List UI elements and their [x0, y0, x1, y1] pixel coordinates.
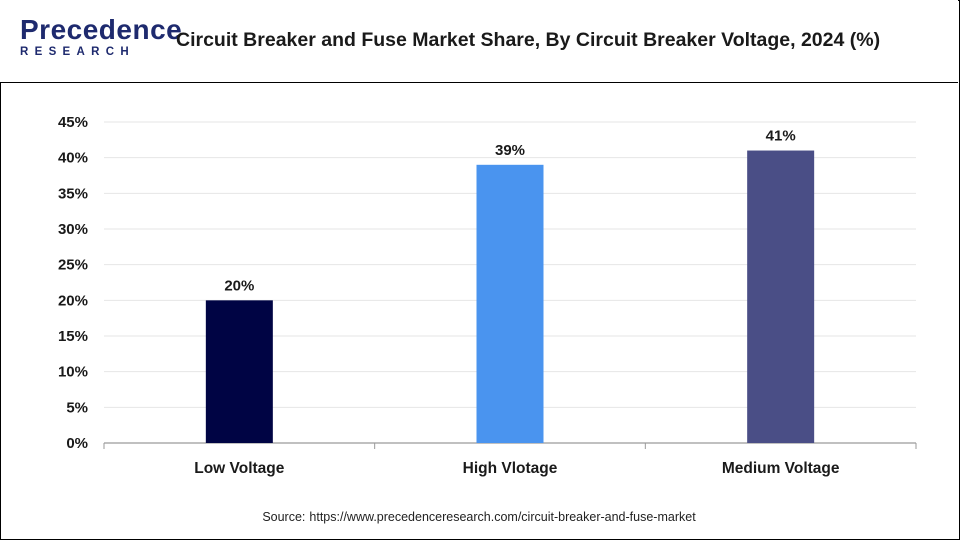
bar-medium-voltage — [747, 150, 815, 443]
y-tick-label: 45% — [58, 114, 88, 131]
x-tick-label: Low Voltage — [194, 460, 285, 477]
source-url: https://www.precedenceresearch.com/circu… — [309, 510, 696, 524]
data-label: 41% — [766, 128, 796, 145]
source-note: Source: https://www.precedenceresearch.co… — [0, 510, 958, 524]
y-tick-label: 0% — [66, 435, 88, 452]
x-tick-label: Medium Voltage — [722, 460, 840, 477]
logo-wordmark: Precedence — [20, 14, 183, 45]
y-tick-label: 25% — [58, 257, 88, 274]
y-tick-label: 35% — [58, 185, 88, 202]
data-label: 20% — [224, 277, 254, 294]
y-tick-label: 15% — [58, 328, 88, 345]
y-tick-label: 30% — [58, 221, 88, 238]
x-tick-label: High Vlotage — [463, 460, 558, 477]
bar-high-vlotage — [476, 164, 544, 444]
bar-chart: 0% 5% 10% 15% 20% 25% 30% 35% 40% 45% 20% Low Volta… — [58, 114, 917, 477]
y-tick-label: 10% — [58, 364, 88, 381]
data-label: 39% — [495, 142, 525, 159]
chart-title: Circuit Breaker and Fuse Market Share, B… — [176, 29, 881, 51]
y-tick-label: 5% — [66, 399, 88, 416]
logo-subtitle: RESEARCH — [20, 46, 135, 58]
y-tick-label: 40% — [58, 150, 88, 167]
source-label: Source: — [262, 510, 306, 524]
y-tick-label: 20% — [58, 292, 88, 309]
brand-logo: Precedence RESEARCH — [14, 14, 182, 66]
bar-low-voltage — [205, 300, 273, 443]
header-bar: Precedence RESEARCH Circuit Breaker and … — [0, 0, 958, 83]
